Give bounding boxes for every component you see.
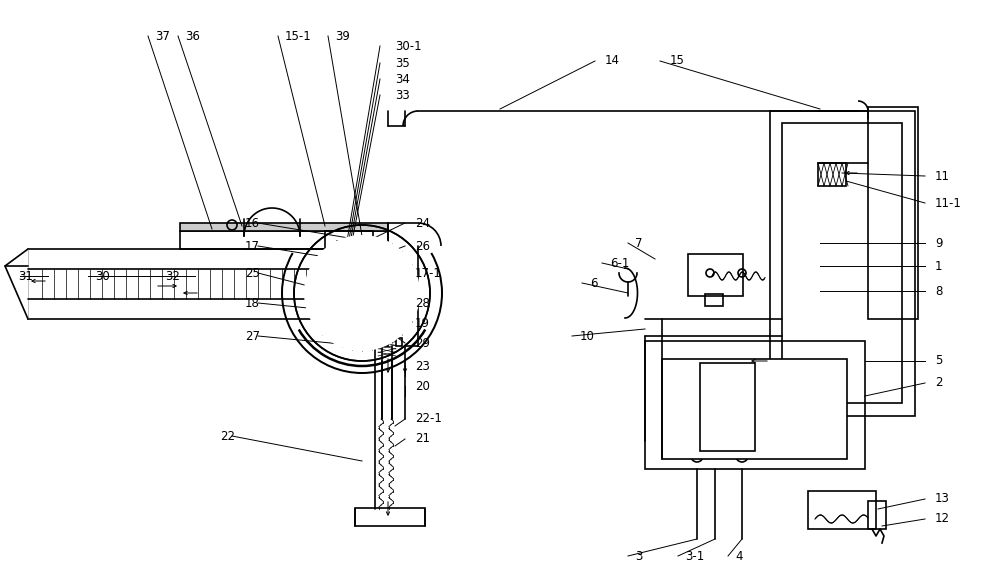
- Text: 11: 11: [935, 170, 950, 182]
- Text: 14: 14: [605, 55, 620, 67]
- Text: 21: 21: [415, 432, 430, 446]
- Text: 3-1: 3-1: [685, 550, 704, 562]
- Text: 20: 20: [415, 379, 430, 393]
- Text: 34: 34: [395, 73, 410, 85]
- Text: 10: 10: [580, 329, 595, 343]
- Bar: [396, 338, 402, 346]
- Bar: [700, 363, 755, 451]
- Text: 29: 29: [415, 336, 430, 350]
- Bar: [818, 163, 846, 186]
- Polygon shape: [5, 249, 28, 319]
- Text: 28: 28: [415, 296, 430, 310]
- Text: 9: 9: [935, 236, 942, 249]
- Text: 35: 35: [395, 56, 410, 70]
- Text: 24: 24: [415, 217, 430, 229]
- Text: 12: 12: [935, 512, 950, 525]
- Bar: [868, 107, 918, 319]
- Bar: [808, 491, 876, 529]
- Text: 33: 33: [395, 88, 410, 102]
- Text: 4: 4: [735, 550, 742, 562]
- Bar: [705, 294, 723, 306]
- Text: 30-1: 30-1: [395, 40, 422, 52]
- Bar: [28, 249, 388, 319]
- Bar: [782, 123, 902, 403]
- Text: 7: 7: [635, 236, 642, 249]
- Bar: [325, 231, 373, 269]
- Bar: [378, 321, 396, 339]
- Bar: [180, 223, 388, 231]
- Text: 13: 13: [935, 493, 950, 505]
- Text: 18: 18: [245, 296, 260, 310]
- Text: 22-1: 22-1: [415, 413, 442, 425]
- Text: 31: 31: [18, 270, 33, 282]
- Bar: [868, 501, 886, 529]
- Bar: [180, 231, 388, 249]
- Bar: [355, 508, 425, 526]
- Text: 15-1: 15-1: [285, 30, 312, 42]
- Text: 39: 39: [335, 30, 350, 42]
- Text: 6: 6: [590, 277, 598, 289]
- Text: 2: 2: [935, 376, 942, 389]
- Text: 30: 30: [95, 270, 110, 282]
- Text: 23: 23: [415, 360, 430, 372]
- Text: 37: 37: [155, 30, 170, 42]
- Text: 22: 22: [220, 429, 235, 443]
- Text: 26: 26: [415, 239, 430, 253]
- Text: 17-1: 17-1: [415, 267, 442, 279]
- Bar: [688, 254, 743, 296]
- Text: 27: 27: [245, 329, 260, 343]
- Bar: [662, 359, 847, 459]
- Text: 8: 8: [935, 285, 942, 297]
- Text: 3: 3: [635, 550, 642, 562]
- Text: 6-1: 6-1: [610, 256, 629, 270]
- Bar: [372, 338, 378, 346]
- Text: 25: 25: [245, 267, 260, 279]
- Bar: [770, 111, 915, 416]
- Text: 17: 17: [245, 239, 260, 253]
- Text: 36: 36: [185, 30, 200, 42]
- Text: 11-1: 11-1: [935, 196, 962, 210]
- Text: 32: 32: [165, 270, 180, 282]
- Text: 1: 1: [935, 260, 942, 272]
- Text: 19: 19: [415, 317, 430, 329]
- Bar: [645, 341, 865, 469]
- Circle shape: [304, 235, 420, 351]
- Text: 5: 5: [935, 354, 942, 368]
- Text: 15: 15: [670, 55, 685, 67]
- Text: 16: 16: [245, 217, 260, 229]
